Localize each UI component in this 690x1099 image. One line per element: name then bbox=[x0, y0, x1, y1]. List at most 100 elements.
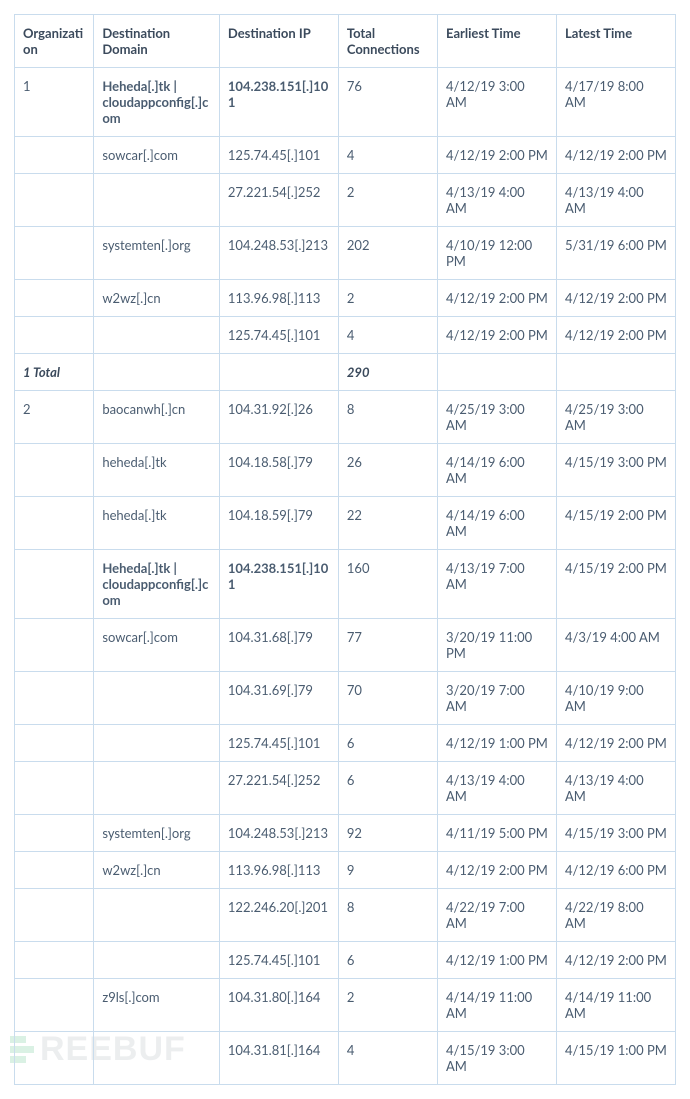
cell-ip: 125.74.45[.]101 bbox=[219, 137, 338, 174]
cell-conn: 6 bbox=[338, 725, 437, 762]
cell-org bbox=[15, 227, 94, 280]
cell-dom bbox=[94, 762, 220, 815]
table-row: 125.74.45[.]10164/12/19 1:00 PM4/12/19 2… bbox=[15, 725, 676, 762]
cell-ip bbox=[219, 354, 338, 391]
cell-lt: 4/15/19 2:00 PM bbox=[556, 550, 675, 619]
cell-lt: 4/22/19 8:00 AM bbox=[556, 889, 675, 942]
cell-org bbox=[15, 852, 94, 889]
cell-ip: 125.74.45[.]101 bbox=[219, 317, 338, 354]
cell-ip: 104.31.68[.]79 bbox=[219, 619, 338, 672]
table-row: w2wz[.]cn113.96.98[.]11394/12/19 2:00 PM… bbox=[15, 852, 676, 889]
cell-conn: 70 bbox=[338, 672, 437, 725]
cell-ip: 104.248.53[.]213 bbox=[219, 227, 338, 280]
cell-ip: 104.31.81[.]164 bbox=[219, 1032, 338, 1085]
cell-lt bbox=[556, 354, 675, 391]
table-row: 125.74.45[.]10144/12/19 2:00 PM4/12/19 2… bbox=[15, 317, 676, 354]
cell-conn: 160 bbox=[338, 550, 437, 619]
cell-et: 4/12/19 2:00 PM bbox=[438, 280, 557, 317]
cell-ip: 104.238.151[.]101 bbox=[219, 68, 338, 137]
cell-dom: heheda[.]tk bbox=[94, 444, 220, 497]
cell-ip: 113.96.98[.]113 bbox=[219, 280, 338, 317]
table-body: 1Heheda[.]tk | cloudappconfig[.]com104.2… bbox=[15, 68, 676, 1085]
col-destination-ip: Destination IP bbox=[219, 15, 338, 68]
cell-dom bbox=[94, 354, 220, 391]
cell-conn: 8 bbox=[338, 391, 437, 444]
cell-et: 4/14/19 11:00 AM bbox=[438, 979, 557, 1032]
cell-dom: Heheda[.]tk | cloudappconfig[.]com bbox=[94, 550, 220, 619]
cell-conn: 2 bbox=[338, 174, 437, 227]
cell-conn: 9 bbox=[338, 852, 437, 889]
cell-conn: 8 bbox=[338, 889, 437, 942]
table-row: 27.221.54[.]25264/13/19 4:00 AM4/13/19 4… bbox=[15, 762, 676, 815]
cell-et: 4/13/19 4:00 AM bbox=[438, 174, 557, 227]
cell-et: 4/12/19 1:00 PM bbox=[438, 942, 557, 979]
col-latest-time: Latest Time bbox=[556, 15, 675, 68]
cell-conn: 290 bbox=[338, 354, 437, 391]
cell-org bbox=[15, 550, 94, 619]
cell-lt: 4/15/19 3:00 PM bbox=[556, 444, 675, 497]
cell-lt: 4/15/19 1:00 PM bbox=[556, 1032, 675, 1085]
cell-org bbox=[15, 317, 94, 354]
cell-et: 4/12/19 2:00 PM bbox=[438, 317, 557, 354]
cell-org: 2 bbox=[15, 391, 94, 444]
cell-ip: 104.248.53[.]213 bbox=[219, 815, 338, 852]
cell-org bbox=[15, 672, 94, 725]
cell-et: 4/25/19 3:00 AM bbox=[438, 391, 557, 444]
cell-dom: Heheda[.]tk | cloudappconfig[.]com bbox=[94, 68, 220, 137]
table-row: 1Heheda[.]tk | cloudappconfig[.]com104.2… bbox=[15, 68, 676, 137]
cell-org bbox=[15, 280, 94, 317]
table-row: 2baocanwh[.]cn104.31.92[.]2684/25/19 3:0… bbox=[15, 391, 676, 444]
cell-dom: w2wz[.]cn bbox=[94, 852, 220, 889]
cell-conn: 77 bbox=[338, 619, 437, 672]
cell-et: 4/13/19 7:00 AM bbox=[438, 550, 557, 619]
table-row: systemten[.]org104.248.53[.]2132024/10/1… bbox=[15, 227, 676, 280]
cell-ip: 125.74.45[.]101 bbox=[219, 725, 338, 762]
cell-ip: 27.221.54[.]252 bbox=[219, 174, 338, 227]
cell-conn: 2 bbox=[338, 280, 437, 317]
cell-dom: systemten[.]org bbox=[94, 815, 220, 852]
cell-org bbox=[15, 725, 94, 762]
cell-et: 4/15/19 3:00 AM bbox=[438, 1032, 557, 1085]
cell-lt: 4/12/19 2:00 PM bbox=[556, 280, 675, 317]
table-row: systemten[.]org104.248.53[.]213924/11/19… bbox=[15, 815, 676, 852]
cell-dom: heheda[.]tk bbox=[94, 497, 220, 550]
col-earliest-time: Earliest Time bbox=[438, 15, 557, 68]
cell-ip: 122.246.20[.]201 bbox=[219, 889, 338, 942]
cell-ip: 104.18.59[.]79 bbox=[219, 497, 338, 550]
cell-lt: 4/12/19 2:00 PM bbox=[556, 942, 675, 979]
cell-ip: 104.238.151[.]101 bbox=[219, 550, 338, 619]
cell-lt: 4/10/19 9:00 AM bbox=[556, 672, 675, 725]
table-row: 104.31.81[.]16444/15/19 3:00 AM4/15/19 1… bbox=[15, 1032, 676, 1085]
cell-conn: 202 bbox=[338, 227, 437, 280]
cell-ip: 104.31.80[.]164 bbox=[219, 979, 338, 1032]
table-row: sowcar[.]com125.74.45[.]10144/12/19 2:00… bbox=[15, 137, 676, 174]
table-row: 125.74.45[.]10164/12/19 1:00 PM4/12/19 2… bbox=[15, 942, 676, 979]
cell-lt: 5/31/19 6:00 PM bbox=[556, 227, 675, 280]
cell-org bbox=[15, 979, 94, 1032]
cell-dom bbox=[94, 672, 220, 725]
cell-et: 4/10/19 12:00 PM bbox=[438, 227, 557, 280]
cell-lt: 4/12/19 2:00 PM bbox=[556, 725, 675, 762]
table-row: 122.246.20[.]20184/22/19 7:00 AM4/22/19 … bbox=[15, 889, 676, 942]
cell-ip: 104.31.92[.]26 bbox=[219, 391, 338, 444]
cell-lt: 4/12/19 2:00 PM bbox=[556, 137, 675, 174]
cell-conn: 4 bbox=[338, 317, 437, 354]
table-row: sowcar[.]com104.31.68[.]79773/20/19 11:0… bbox=[15, 619, 676, 672]
cell-dom bbox=[94, 174, 220, 227]
col-destination-domain: Destination Domain bbox=[94, 15, 220, 68]
table-row: heheda[.]tk104.18.59[.]79224/14/19 6:00 … bbox=[15, 497, 676, 550]
cell-et: 4/12/19 1:00 PM bbox=[438, 725, 557, 762]
cell-org bbox=[15, 1032, 94, 1085]
cell-et bbox=[438, 354, 557, 391]
table-row: 104.31.69[.]79703/20/19 7:00 AM4/10/19 9… bbox=[15, 672, 676, 725]
cell-et: 3/20/19 11:00 PM bbox=[438, 619, 557, 672]
cell-et: 4/22/19 7:00 AM bbox=[438, 889, 557, 942]
cell-ip: 125.74.45[.]101 bbox=[219, 942, 338, 979]
cell-et: 4/14/19 6:00 AM bbox=[438, 497, 557, 550]
cell-et: 4/11/19 5:00 PM bbox=[438, 815, 557, 852]
cell-lt: 4/14/19 11:00 AM bbox=[556, 979, 675, 1032]
cell-conn: 2 bbox=[338, 979, 437, 1032]
cell-conn: 6 bbox=[338, 942, 437, 979]
cell-et: 4/12/19 3:00 AM bbox=[438, 68, 557, 137]
cell-dom: systemten[.]org bbox=[94, 227, 220, 280]
